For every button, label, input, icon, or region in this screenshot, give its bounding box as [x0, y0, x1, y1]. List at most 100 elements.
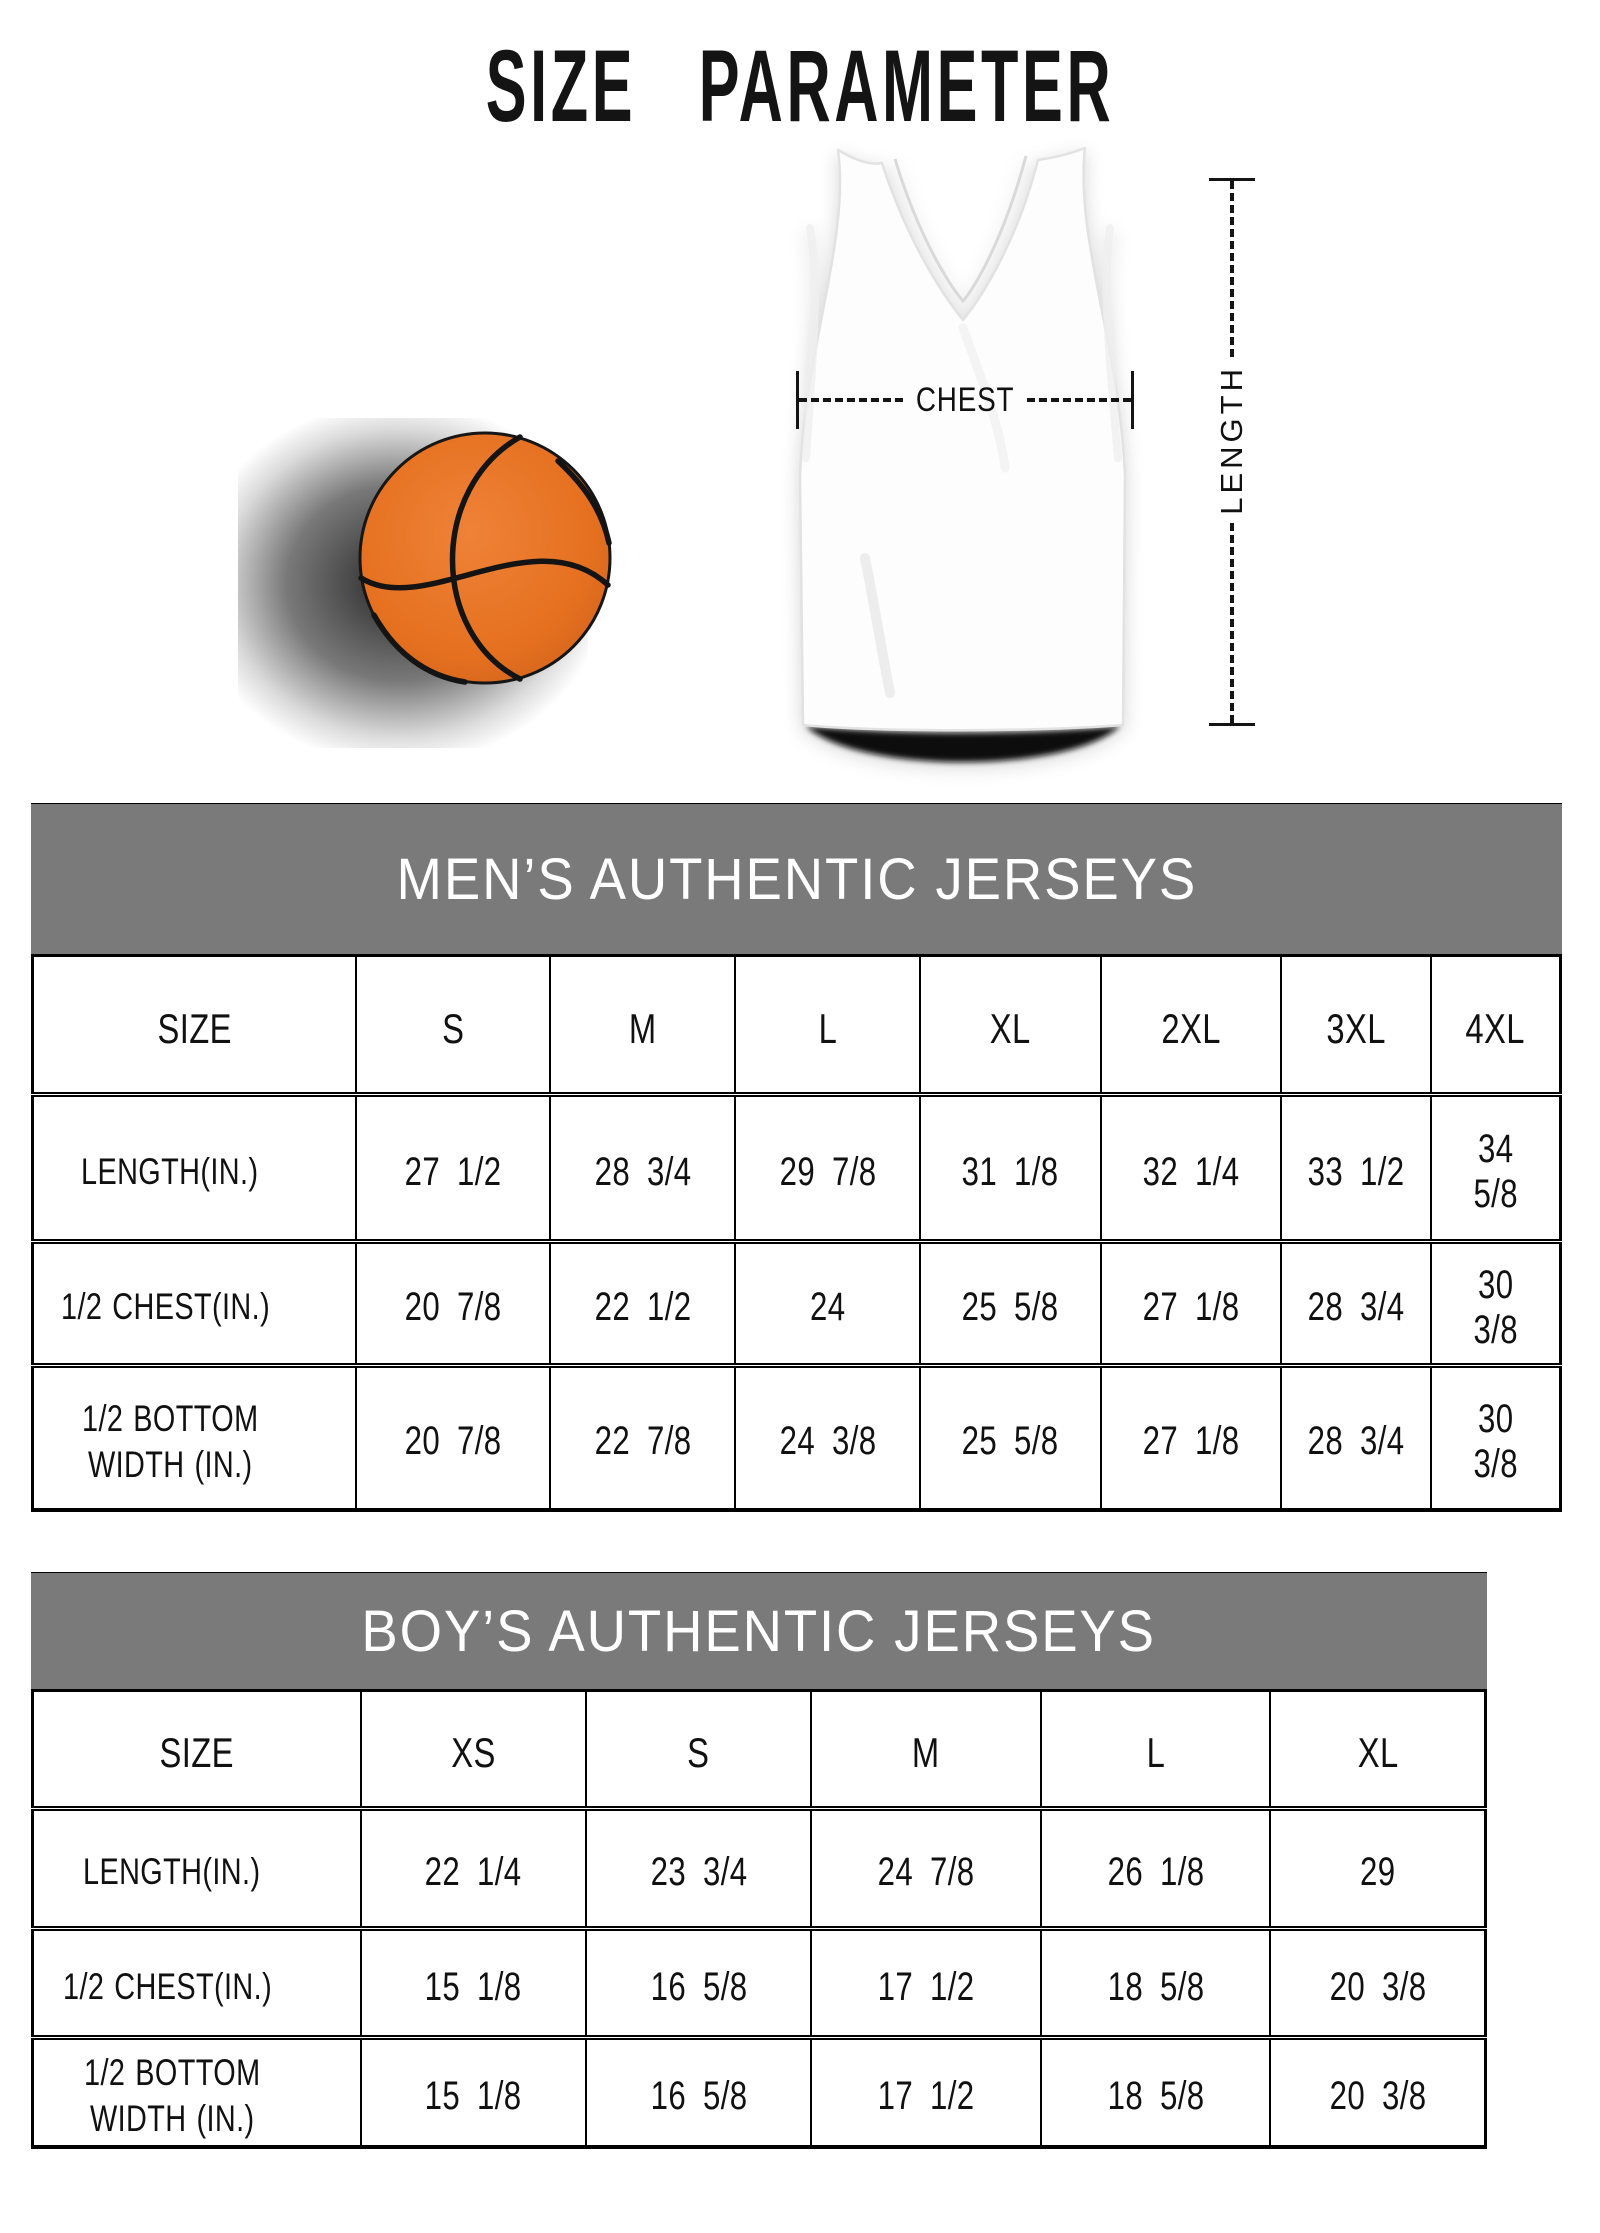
- table-cell: 22 1/4: [359, 1806, 588, 1931]
- table-cell: 1/2 BOTTOM WIDTH (IN.): [31, 2035, 362, 2149]
- column-header: XS: [451, 1729, 496, 1776]
- table-cell: 15 1/8: [359, 2035, 588, 2149]
- cell-value: 29 7/8: [779, 1149, 877, 1194]
- cell-value: 26 1/8: [1107, 1850, 1205, 1894]
- table-cell: 31 1/8: [919, 1092, 1102, 1244]
- table-cell: 24 7/8: [810, 1806, 1042, 1931]
- table-cell: 18 5/8: [1039, 2035, 1272, 2149]
- table-cell: M: [549, 954, 737, 1097]
- table-cell: 28 3/4: [1279, 1363, 1432, 1512]
- cell-value: 30 3/8: [1473, 1396, 1518, 1486]
- chest-dash-right: [1027, 398, 1132, 402]
- table-row: 1/2 CHEST(IN.) 20 7/8 22 1/2 24 25 5/8 2…: [31, 1239, 1562, 1368]
- table-cell: L: [1039, 1689, 1272, 1811]
- column-header: SIZE: [157, 1004, 232, 1052]
- table-cell: 3XL: [1279, 954, 1432, 1097]
- cell-value: 20 3/8: [1329, 1964, 1427, 2009]
- table-header-row: SIZE S M L XL 2XL 3XL 4XL: [31, 954, 1562, 1097]
- boys-size-table: SIZE XS S M L XL LENGTH(IN.) 22 1/4 23 3…: [31, 1689, 1487, 2149]
- table-cell: 22 1/2: [549, 1239, 737, 1368]
- row-label: LENGTH(IN.): [83, 1851, 261, 1893]
- cell-value: 15 1/8: [425, 1964, 522, 2009]
- table-cell: 15 1/8: [359, 1926, 588, 2040]
- cell-value: 22 1/4: [425, 1850, 522, 1894]
- cell-value: 31 1/8: [961, 1149, 1059, 1194]
- length-dash-top: [1230, 181, 1234, 357]
- table-cell: 20 7/8: [355, 1363, 552, 1512]
- page-title: SIZE PARAMETER: [485, 29, 1115, 143]
- chest-tick-left-icon: [796, 371, 799, 429]
- table-cell: 29 7/8: [734, 1092, 922, 1244]
- mens-table-title: MEN’S AUTHENTIC JERSEYS: [396, 846, 1197, 912]
- table-cell: M: [810, 1689, 1042, 1811]
- table-row: 1/2 CHEST(IN.) 15 1/8 16 5/8 17 1/2 18 5…: [31, 1926, 1487, 2040]
- column-header: S: [687, 1729, 710, 1776]
- boys-size-table-section: BOY’S AUTHENTIC JERSEYS SIZE XS S M L XL…: [31, 1572, 1487, 2149]
- cell-value: 25 5/8: [961, 1419, 1059, 1464]
- column-header: M: [912, 1729, 940, 1776]
- row-label: 1/2 BOTTOM WIDTH (IN.): [83, 2052, 261, 2140]
- cell-value: 29: [1359, 1850, 1396, 1894]
- cell-value: 32 1/4: [1142, 1149, 1240, 1194]
- table-row: 1/2 BOTTOM WIDTH (IN.) 15 1/8 16 5/8 17 …: [31, 2035, 1487, 2149]
- cell-value: 20 3/8: [1329, 2073, 1427, 2118]
- table-cell: LENGTH(IN.): [31, 1806, 362, 1931]
- table-cell: 26 1/8: [1039, 1806, 1272, 1931]
- table-cell: XS: [359, 1689, 588, 1811]
- cell-value: 18 5/8: [1107, 2073, 1205, 2118]
- cell-value: 30 3/8: [1473, 1262, 1518, 1352]
- table-row: LENGTH(IN.) 22 1/4 23 3/4 24 7/8 26 1/8 …: [31, 1806, 1487, 1931]
- column-header: L: [1146, 1729, 1165, 1776]
- table-row: LENGTH(IN.) 27 1/2 28 3/4 29 7/8 31 1/8 …: [31, 1092, 1562, 1244]
- length-label: LENGTH: [1214, 365, 1249, 515]
- row-label: 1/2 CHEST(IN.): [60, 1286, 270, 1328]
- table-cell: 23 3/4: [585, 1806, 813, 1931]
- row-label: 1/2 CHEST(IN.): [62, 1965, 272, 2007]
- row-label: 1/2 BOTTOM WIDTH (IN.): [81, 1397, 259, 1485]
- table-cell: XL: [919, 954, 1102, 1097]
- column-header: 3XL: [1325, 1004, 1386, 1052]
- column-header: XL: [989, 1004, 1031, 1052]
- table-cell: 25 5/8: [919, 1239, 1102, 1368]
- table-cell: 30 3/8: [1429, 1363, 1562, 1512]
- column-header: 2XL: [1160, 1004, 1221, 1052]
- table-header-row: SIZE XS S M L XL: [31, 1689, 1487, 1811]
- chest-tick-right-icon: [1131, 371, 1135, 429]
- table-cell: S: [585, 1689, 813, 1811]
- length-dimension-line: LENGTH: [1206, 178, 1258, 726]
- cell-value: 33 1/2: [1307, 1149, 1405, 1194]
- cell-value: 17 1/2: [877, 2073, 975, 2118]
- table-cell: 17 1/2: [810, 1926, 1042, 2040]
- table-cell: 2XL: [1099, 954, 1282, 1097]
- table-cell: 1/2 CHEST(IN.): [31, 1239, 358, 1368]
- table-cell: 25 5/8: [919, 1363, 1102, 1512]
- table-cell: 24 3/8: [734, 1363, 922, 1512]
- cell-value: 17 1/2: [877, 1964, 975, 2009]
- table-cell: 20 3/8: [1269, 1926, 1487, 2040]
- column-header: M: [629, 1004, 657, 1052]
- cell-value: 25 5/8: [961, 1285, 1059, 1329]
- length-tick-bottom-icon: [1209, 722, 1255, 726]
- cell-value: 23 3/4: [650, 1850, 748, 1894]
- table-cell: 16 5/8: [585, 1926, 813, 2040]
- table-cell: S: [355, 954, 552, 1097]
- column-header: L: [818, 1004, 838, 1052]
- table-cell: SIZE: [31, 954, 358, 1097]
- table-cell: SIZE: [31, 1689, 362, 1811]
- cell-value: 18 5/8: [1107, 1964, 1205, 2009]
- table-cell: 27 1/2: [355, 1092, 552, 1244]
- cell-value: 15 1/8: [425, 2073, 522, 2118]
- table-cell: 32 1/4: [1099, 1092, 1282, 1244]
- table-cell: LENGTH(IN.): [31, 1092, 358, 1244]
- table-cell: 34 5/8: [1429, 1092, 1562, 1244]
- table-cell: 18 5/8: [1039, 1926, 1272, 2040]
- chest-dash-left: [799, 398, 903, 402]
- cell-value: 24: [810, 1285, 846, 1329]
- cell-value: 20 7/8: [405, 1419, 502, 1464]
- table-cell: 28 3/4: [1279, 1239, 1432, 1368]
- table-cell: 27 1/8: [1099, 1363, 1282, 1512]
- table-cell: 30 3/8: [1429, 1239, 1562, 1368]
- table-cell: 17 1/2: [810, 2035, 1042, 2149]
- cell-value: 27 1/8: [1142, 1285, 1240, 1329]
